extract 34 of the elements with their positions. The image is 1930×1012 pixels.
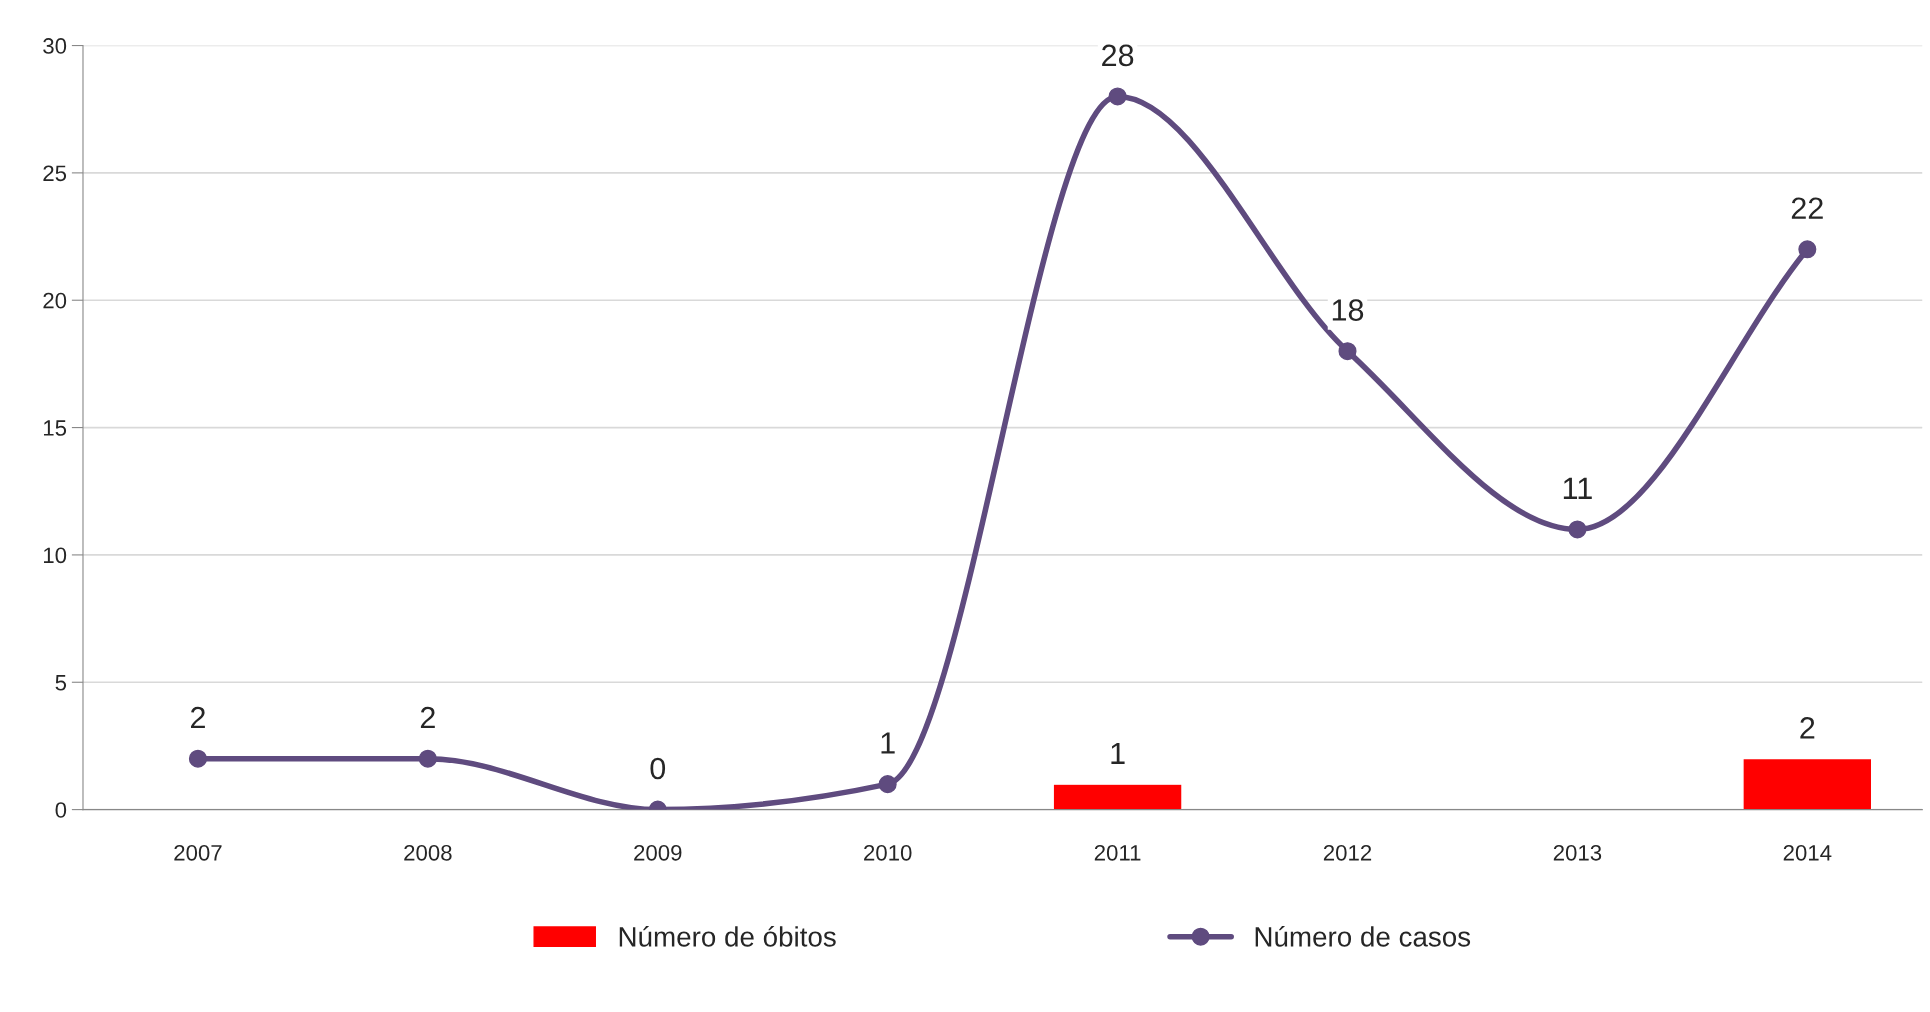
y-tick-label: 10 (44, 547, 67, 564)
data-label: 2 (190, 706, 205, 729)
data-label: 18 (1332, 299, 1364, 321)
point (878, 775, 897, 794)
y-tick-label: 15 (44, 420, 67, 436)
x-tick-label: 2014 (1783, 844, 1832, 861)
data-label: 2 (420, 706, 435, 729)
point (1798, 240, 1817, 259)
x-tick-label: 2009 (634, 844, 682, 861)
data-label: 22 (1791, 197, 1823, 219)
x-tick-label: 2011 (1094, 844, 1141, 861)
y-tick-label: 30 (43, 38, 67, 54)
data-label: 0 (650, 757, 666, 780)
data-label: 28 (1102, 44, 1134, 67)
y-tick-label: 5 (55, 675, 67, 691)
x-tick-label: 2010 (864, 844, 912, 861)
legend-label: Número de casos (1255, 925, 1471, 947)
point (1568, 520, 1587, 539)
x-tick-label: 2012 (1323, 844, 1372, 861)
y-tick-label: 25 (43, 165, 67, 182)
point (1338, 342, 1357, 361)
y-tick-label: 20 (43, 292, 67, 309)
point (418, 749, 437, 768)
y-tick-label: 0 (55, 802, 67, 818)
data-label: 2 (1800, 717, 1815, 739)
point (1108, 87, 1127, 106)
x-tick-label: 2007 (174, 844, 222, 861)
legend-label: Número de óbitos (619, 925, 836, 947)
x-tick-label: 2013 (1553, 844, 1602, 861)
point (188, 749, 207, 768)
data-label: 1 (881, 732, 895, 754)
data-label: 11 (1563, 477, 1592, 499)
data-label: 1 (1111, 742, 1125, 764)
x-tick-label: 2008 (404, 844, 452, 861)
